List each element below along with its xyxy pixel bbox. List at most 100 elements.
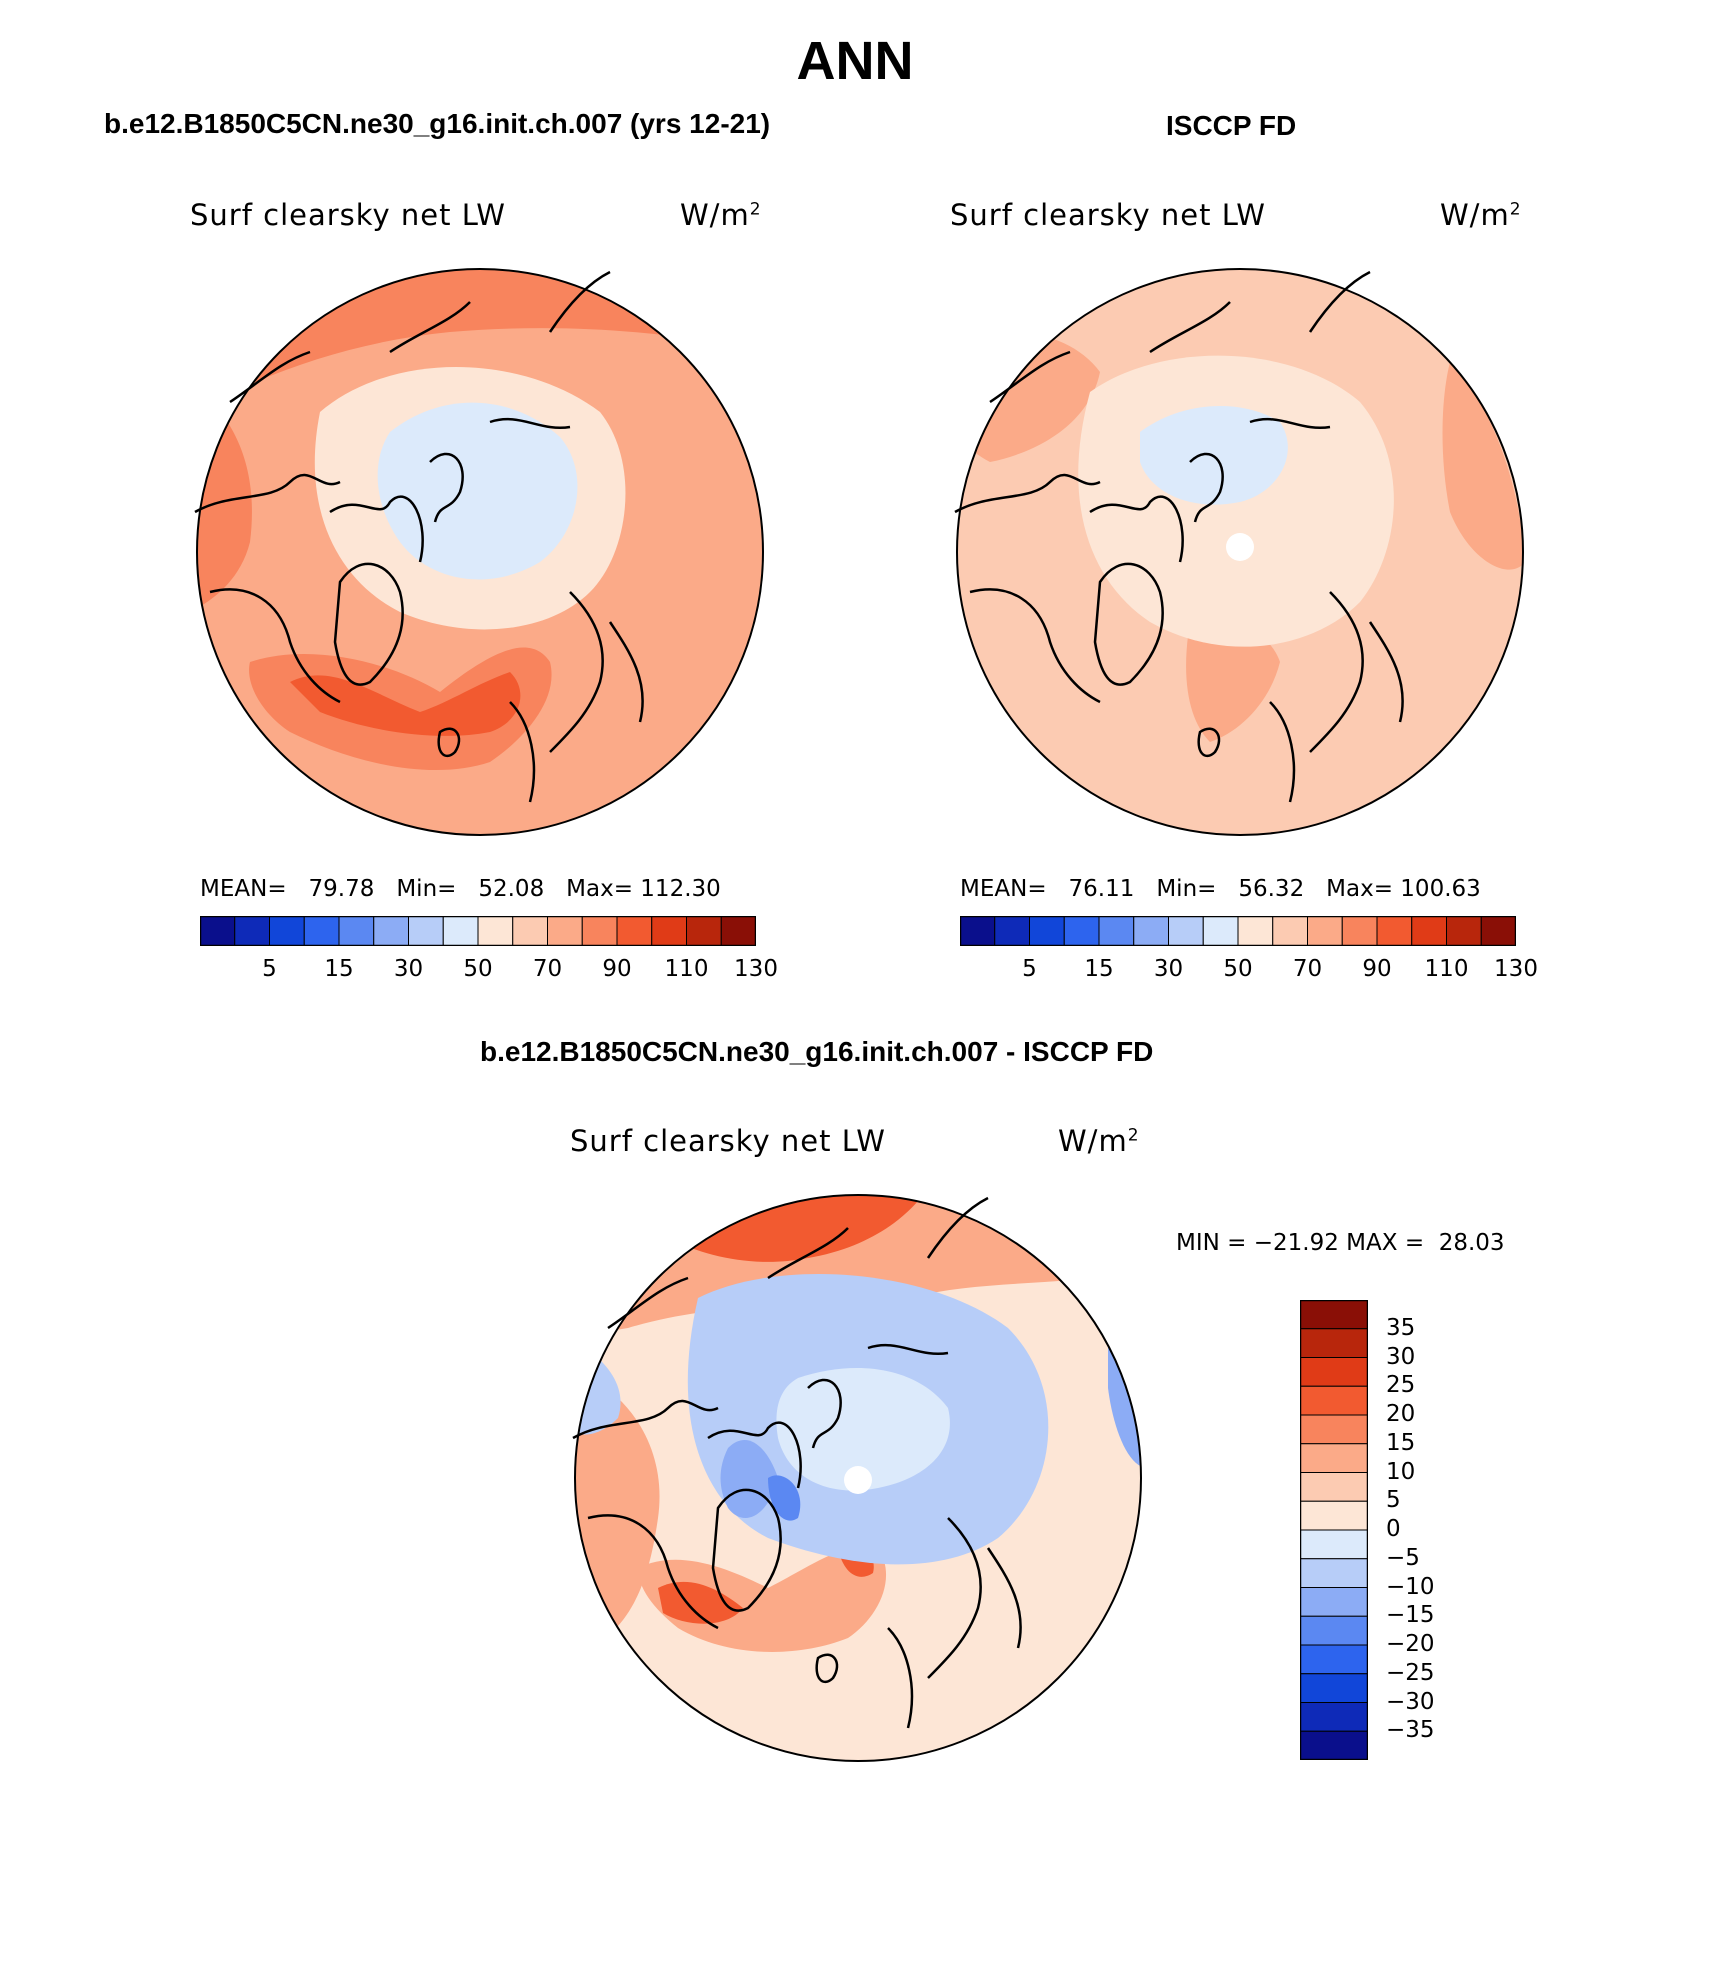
colorbar-difference-swatch [1300,1673,1368,1703]
atlantic-pos-field [638,1546,887,1652]
colorbar-model-swatch [303,916,340,946]
colorbar-obs-swatch [1272,916,1308,946]
panel-3-title: b.e12.B1850C5CN.ne30_g16.init.ch.007 - I… [480,1036,1154,1067]
coastlines [194,270,644,803]
colorbar-model-tick-label: 5 [262,956,277,982]
colorbar-model [200,916,756,946]
panel-1-title: b.e12.B1850C5CN.ne30_g16.init.ch.007 (yr… [104,108,771,139]
colorbar-difference-tick-label: −25 [1386,1659,1435,1686]
colorbar-model-frame [200,916,756,946]
colorbar-difference-swatch [1300,1328,1368,1358]
archipelago-neg-strong-field [768,1475,801,1521]
central-ice-field [776,1368,950,1491]
archipelago-neg-field [720,1439,778,1518]
colorbar-difference-tick-label: 10 [1386,1458,1416,1485]
colorbar-difference-swatch [1300,1500,1368,1531]
map-model [194,268,764,836]
panel-1-stats: MEAN= 79.78 Min= 52.08 Max= 112.30 [200,876,721,902]
colorbar-obs-swatch [1446,916,1482,946]
panel-1-units: W/m2 [680,198,762,232]
colorbar-model-swatch [477,916,514,946]
pacific-warm-field [1442,362,1523,570]
coastlines [572,1196,1022,1729]
colorbar-model-swatch [720,916,756,946]
map-obs [954,268,1524,836]
colorbar-obs-swatch [1098,916,1135,946]
colorbar-model-swatch [408,916,444,946]
colorbar-model-swatch [547,916,583,946]
colorbar-obs-swatch [960,916,996,946]
colorbar-difference-swatch [1300,1300,1368,1330]
colorbar-model-swatch [373,916,409,946]
colorbar-obs-swatch [1168,916,1204,946]
colorbar-model-tick-label: 110 [664,956,709,982]
colorbar-obs-tick-label: 5 [1022,956,1037,982]
colorbar-model-tick-label: 70 [532,956,563,982]
colorbar-model-tick-label: 50 [463,956,493,982]
colorbar-difference-swatch [1300,1472,1368,1502]
colorbar-obs-swatch [1029,916,1065,946]
colorbar-difference-frame [1300,1300,1368,1760]
colorbar-obs-frame [960,916,1516,946]
atlantic-warm-field [1186,619,1280,742]
colorbar-model-swatch [234,916,270,946]
map-border [574,1194,1142,1762]
colorbar-model-swatch [616,916,653,946]
colorbar-difference-tick-label: 35 [1386,1314,1416,1341]
colorbar-obs-swatch [1237,916,1274,946]
colorbar-model-swatch [269,916,305,946]
colorbar-obs-tick-label: 110 [1424,956,1469,982]
colorbar-model-tick-label: 130 [734,956,778,982]
panel-2-stats: MEAN= 76.11 Min= 56.32 Max= 100.63 [960,876,1481,902]
colorbar-difference-swatch [1300,1357,1368,1387]
colorbar-model-ticks: 5 15 30 50 70 90 110 130 [200,956,778,986]
colorbar-difference-tick-label: 30 [1386,1343,1416,1370]
colorbar-difference-tick-label: 5 [1386,1487,1401,1514]
panel-2-units: W/m2 [1440,198,1522,232]
colorbar-difference-tick-label: 25 [1386,1372,1416,1399]
colorbar-obs-tick-label: 15 [1084,956,1114,982]
map-border [956,268,1524,836]
colorbar-difference-tick-label: 20 [1386,1401,1416,1427]
colorbar-model-swatch [338,916,375,946]
colorbar-difference-swatch [1300,1443,1368,1473]
colorbar-difference-swatch [1300,1587,1368,1617]
colorbar-obs-swatch [994,916,1030,946]
colorbar-obs-swatch [1133,916,1169,946]
colorbar-difference-tick-label: −5 [1386,1544,1420,1571]
panel-2-label: Surf clearsky net LW [950,198,1266,232]
colorbar-obs-tick-label: 30 [1153,956,1184,982]
colorbar-difference-tick-label: −10 [1386,1573,1435,1600]
colorbar-obs-swatch [1063,916,1100,946]
colorbar-obs-tick-label: 130 [1494,956,1538,982]
pole-hole [1226,533,1254,561]
colorbar-obs-swatch [1202,916,1239,946]
colorbar-model-swatch [651,916,687,946]
panel-3-stats: MIN = −21.92 MAX = 28.03 [1176,1230,1505,1256]
colorbar-obs-swatch [1411,916,1447,946]
colorbar-difference [1300,1300,1368,1760]
colorbar-difference-swatch [1300,1529,1368,1560]
colorbar-model-tick-label: 30 [393,956,424,982]
colorbar-model-swatch [581,916,618,946]
colorbar-obs-tick-label: 90 [1362,956,1392,982]
panel-3-label: Surf clearsky net LW [570,1124,886,1158]
colorbar-difference-tick-label: −35 [1386,1717,1435,1744]
colorbar-difference-swatch [1300,1730,1368,1760]
colorbar-difference-tick-label: −30 [1386,1688,1435,1715]
colorbar-difference-swatch [1300,1702,1368,1732]
colorbar-model-swatch [686,916,722,946]
pole-hole [844,1466,872,1494]
coastlines [954,270,1404,803]
panel-2-title: ISCCP FD [1166,110,1297,141]
colorbar-model-swatch [200,916,236,946]
colorbar-obs-ticks: 5 15 30 50 70 90 110 130 [960,956,1538,986]
colorbar-model-tick-label: 90 [602,956,632,982]
colorbar-model-swatch [512,916,548,946]
colorbar-obs-swatch [1341,916,1378,946]
map-border [196,268,764,836]
colorbar-difference-tick-label: 15 [1386,1429,1416,1456]
colorbar-model-swatch [442,916,479,946]
colorbar-difference-tick-label: −15 [1386,1602,1435,1629]
colorbar-model-tick-label: 15 [324,956,354,982]
